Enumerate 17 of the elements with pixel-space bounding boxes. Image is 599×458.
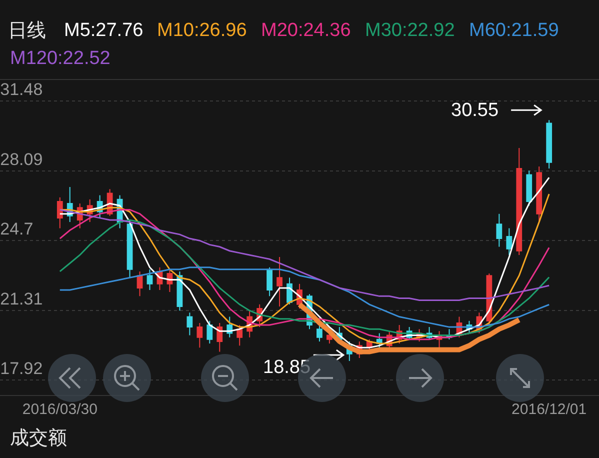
text: M5:27.76 [64,20,144,41]
text: M10:26.96 [157,20,247,41]
text: M60:21.59 [469,20,559,41]
text: M30:22.92 [365,20,455,41]
y-tick-label: 21.31 [0,289,43,308]
annotation: 18.85 [263,357,311,378]
y-tick-label: 24.7 [0,220,34,239]
annotation: 30.55 [451,100,499,121]
text: 成交额 [10,427,67,449]
text: M120:22.52 [10,48,110,69]
y-tick-label: 17.92 [0,359,43,378]
chart-title: 日线 [8,20,46,42]
x-tick-label: 2016/03/30 [22,401,98,418]
y-tick-label: 28.09 [0,150,43,169]
y-tick-label: 31.48 [0,80,43,100]
x-tick-label: 2016/12/01 [512,401,587,418]
text: M20:24.36 [261,20,351,41]
